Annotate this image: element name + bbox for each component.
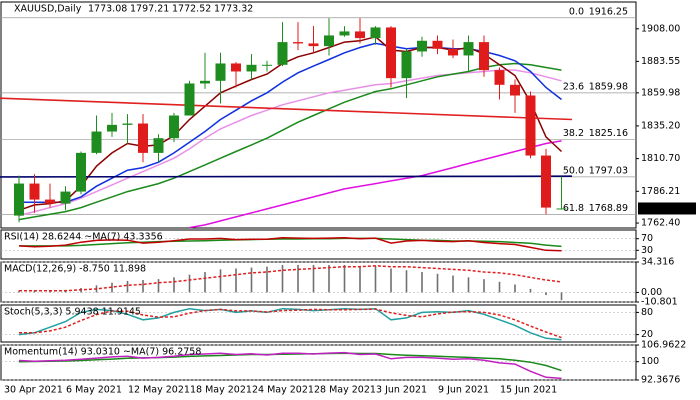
indicator-line	[18, 62, 562, 221]
x-tick-label: 12 May 2021	[128, 385, 190, 396]
indicator-line	[19, 308, 562, 339]
y-tick-label: -10.801	[641, 297, 678, 308]
y-tick-label: 1859.98	[641, 87, 680, 98]
last-price-tag	[638, 202, 696, 215]
candle-body	[448, 48, 458, 56]
x-tick-label: 24 May 2021	[252, 385, 314, 396]
candle-body	[324, 35, 334, 47]
last-price: 1773.32	[642, 203, 681, 214]
candle-body	[417, 40, 427, 52]
candle-body	[494, 70, 505, 85]
panel-title: RSI(14) 28.6244 ~MA(7) 43.3356	[4, 232, 163, 243]
y-tick-label: 20	[641, 329, 653, 340]
candle-body	[169, 115, 179, 139]
x-tick-label: 9 Jun 2021	[438, 385, 489, 396]
candle-body	[153, 138, 164, 153]
y-tick-label: 1762.40	[641, 218, 680, 229]
candle-body	[432, 40, 443, 49]
candle-body	[60, 191, 71, 204]
candle-body	[339, 31, 350, 36]
candle-body	[262, 64, 272, 66]
indicator-line	[18, 351, 562, 380]
fib-ratio: 23.6	[563, 81, 584, 92]
x-tick-label: 15 Jun 2021	[500, 385, 557, 396]
y-tick-label: 1908.00	[641, 23, 680, 34]
y-tick-label: 1810.70	[641, 153, 680, 164]
panel-title: Momentum(14) 93.0310 ~MA(7) 96.2758	[4, 347, 201, 358]
panel-title: Stoch(5,3,3) 5.9438 11.9145	[4, 307, 141, 318]
y-tick-label: 106.9622	[641, 340, 686, 351]
panel-frame	[0, 304, 637, 343]
candle-body	[91, 131, 102, 153]
x-tick-label: 18 May 2021	[190, 385, 252, 396]
y-tick-label: 1835.20	[641, 120, 680, 131]
indicator-line	[18, 69, 562, 217]
candle-body	[510, 84, 520, 96]
fib-price: 1859.98	[589, 81, 628, 92]
fib-price: 1797.03	[589, 165, 628, 176]
candle-body	[29, 183, 40, 200]
y-tick-label: 92.3676	[641, 375, 680, 386]
y-tick-label: 100	[641, 356, 659, 367]
y-tick-label: 1883.55	[641, 56, 680, 67]
x-tick-label: 28 May 2021	[314, 385, 376, 396]
y-tick-label: 80	[641, 307, 653, 318]
candle-body	[107, 124, 117, 132]
candle-body	[386, 27, 396, 79]
candle-body	[76, 152, 86, 192]
candle-body	[293, 42, 303, 44]
y-tick-label: 1786.21	[641, 186, 680, 197]
fib-ratio: 38.2	[563, 128, 584, 139]
candle-body	[200, 80, 210, 84]
y-tick-label: 70	[641, 233, 653, 244]
x-tick-label: 6 May 2021	[66, 385, 122, 396]
y-tick-label: 34.316	[641, 257, 674, 268]
indicator-line	[19, 265, 562, 292]
x-tick-label: 3 Jun 2021	[376, 385, 427, 396]
candle-body	[370, 27, 381, 39]
candle-body	[463, 42, 474, 56]
fib-price: 1768.89	[589, 203, 628, 214]
candle-body	[45, 199, 55, 204]
y-tick-label: 30	[641, 245, 653, 256]
panel-frame	[0, 1, 637, 229]
fib-price: 1916.25	[589, 6, 628, 17]
indicator-line	[18, 352, 562, 372]
header-high: 1797.21	[130, 4, 169, 15]
candle-body	[277, 42, 288, 65]
trend-line	[0, 175, 573, 178]
candle-body	[14, 183, 24, 216]
candle-body	[138, 123, 148, 153]
indicator-line	[18, 307, 562, 341]
header-open: 1773.08	[88, 4, 127, 15]
fib-price: 1825.16	[589, 128, 628, 139]
candle-body	[541, 155, 551, 208]
x-tick-label: 30 Apr 2021	[4, 385, 63, 396]
trend-line	[0, 97, 573, 121]
header-close: 1773.32	[214, 4, 253, 15]
panel-title: MACD(12,26,9) -8.750 11.898	[4, 264, 146, 275]
candle-body	[215, 63, 226, 81]
candle-body	[525, 95, 536, 156]
y-tick-label: 0.00	[641, 287, 662, 298]
candle-body	[401, 51, 412, 79]
fib-ratio: 50.0	[563, 165, 584, 176]
indicator-line	[189, 140, 562, 229]
candle-body	[246, 64, 257, 72]
fib-ratio: 0.0	[569, 6, 584, 17]
fib-ratio: 61.8	[563, 203, 584, 214]
header-low: 1772.52	[172, 4, 211, 15]
candle-body	[308, 43, 319, 47]
panel-frame	[0, 229, 637, 260]
indicator-line	[18, 237, 562, 252]
candle-body	[355, 31, 365, 39]
candle-body	[122, 123, 133, 125]
candle-body	[184, 83, 195, 116]
chart-title: XAUUSD,Daily	[14, 4, 82, 15]
candle-body	[556, 208, 567, 210]
candle-body	[231, 63, 241, 72]
candle-body	[479, 42, 489, 71]
